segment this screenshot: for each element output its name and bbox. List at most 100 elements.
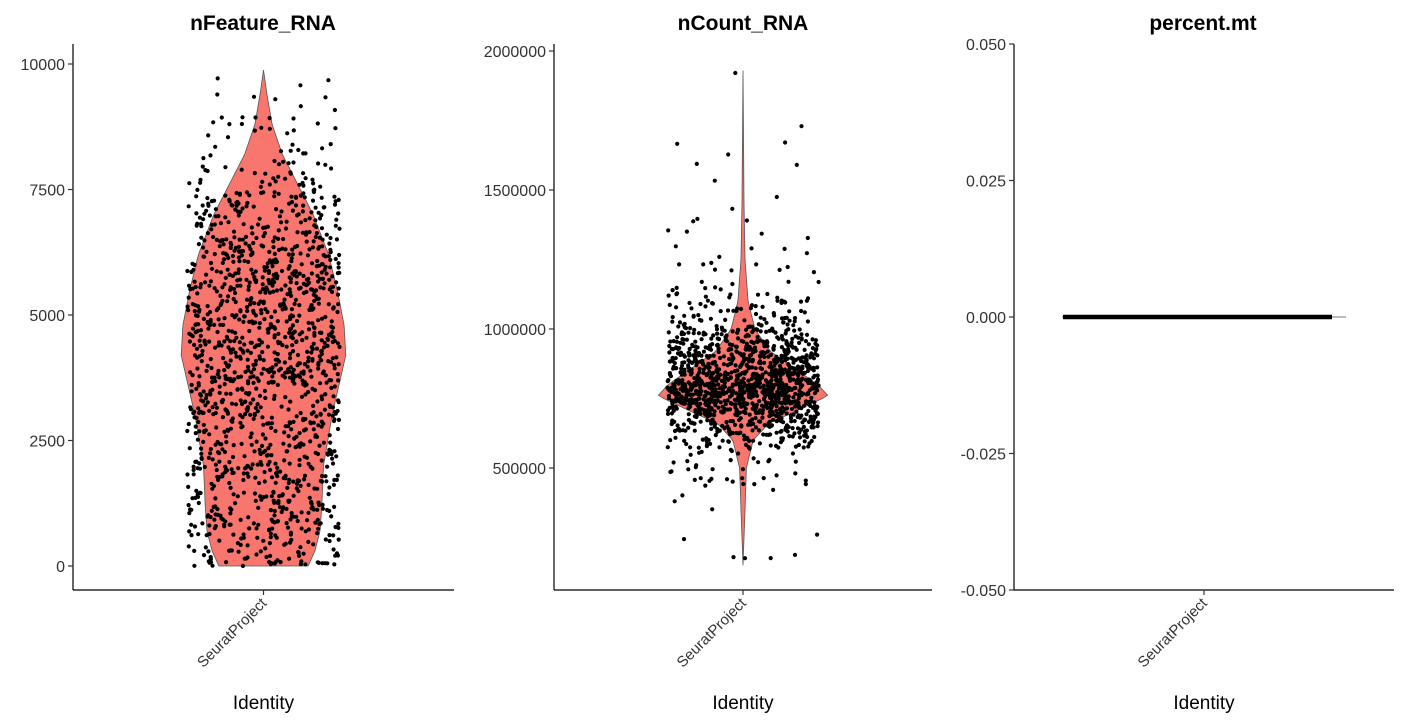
- data-point: [739, 352, 744, 357]
- data-point: [209, 222, 214, 227]
- data-point: [258, 494, 263, 499]
- data-point: [276, 368, 282, 373]
- data-point: [193, 330, 198, 335]
- data-point: [252, 275, 257, 280]
- data-point: [288, 290, 293, 295]
- data-point: [272, 251, 277, 256]
- data-point: [730, 358, 735, 363]
- data-point: [714, 378, 719, 383]
- data-point: [753, 425, 759, 430]
- data-point: [707, 365, 712, 370]
- data-point: [219, 399, 224, 404]
- data-point: [782, 299, 787, 304]
- data-point: [815, 424, 820, 429]
- data-point: [248, 298, 253, 304]
- data-point: [813, 341, 818, 346]
- data-point: [711, 333, 716, 338]
- data-point: [238, 542, 243, 548]
- data-point: [231, 492, 236, 497]
- data-point: [332, 384, 337, 389]
- data-point: [326, 412, 332, 417]
- data-point: [205, 514, 210, 519]
- data-point: [772, 343, 777, 349]
- data-point: [290, 142, 295, 147]
- data-point: [185, 304, 190, 309]
- data-point: [262, 231, 267, 236]
- data-point: [259, 443, 265, 448]
- data-point: [206, 549, 211, 554]
- data-point: [245, 348, 250, 353]
- data-point: [734, 430, 739, 436]
- data-point: [225, 299, 230, 304]
- data-point: [682, 387, 687, 392]
- data-point: [706, 391, 711, 396]
- data-point: [767, 424, 772, 429]
- data-point: [754, 262, 759, 267]
- data-point: [325, 464, 330, 469]
- data-point: [298, 562, 303, 567]
- data-point: [204, 368, 209, 373]
- data-point: [311, 239, 316, 244]
- data-point: [208, 317, 213, 323]
- data-point: [742, 437, 747, 442]
- data-point: [196, 304, 201, 309]
- data-point: [229, 401, 235, 406]
- data-point: [327, 533, 332, 538]
- data-point: [261, 301, 266, 306]
- data-point: [202, 338, 207, 343]
- data-point: [204, 208, 209, 213]
- data-point: [192, 524, 198, 529]
- data-point: [315, 273, 320, 278]
- data-point: [191, 467, 196, 473]
- data-point: [729, 268, 734, 273]
- data-point: [322, 407, 327, 412]
- data-point: [269, 475, 275, 480]
- data-point: [289, 256, 294, 261]
- data-point: [330, 456, 335, 461]
- data-point: [275, 465, 280, 470]
- data-point: [707, 369, 712, 374]
- data-point: [275, 382, 280, 387]
- data-point: [714, 363, 719, 368]
- data-point: [808, 414, 813, 419]
- data-point: [303, 218, 308, 223]
- data-point: [231, 470, 236, 475]
- data-point: [771, 328, 776, 334]
- data-point: [213, 144, 218, 149]
- data-point: [187, 181, 192, 186]
- data-point: [186, 484, 191, 489]
- y-tick-label: 1500000: [484, 183, 546, 200]
- data-point: [312, 330, 317, 335]
- data-point: [806, 408, 811, 414]
- data-point: [198, 333, 203, 338]
- data-point: [671, 408, 676, 413]
- data-point: [268, 531, 273, 536]
- data-point: [329, 319, 334, 324]
- data-point: [746, 378, 751, 383]
- data-point: [784, 411, 789, 416]
- data-point: [253, 475, 258, 480]
- data-point: [262, 317, 267, 322]
- data-point: [769, 368, 775, 373]
- data-point: [263, 436, 268, 441]
- data-point: [281, 303, 287, 308]
- data-point: [226, 220, 231, 225]
- data-point: [688, 452, 693, 457]
- data-point: [744, 341, 750, 346]
- data-point: [272, 513, 277, 518]
- data-point: [297, 374, 303, 379]
- data-point: [259, 340, 265, 345]
- data-point: [204, 249, 209, 254]
- data-point: [284, 506, 289, 511]
- data-point: [319, 348, 324, 353]
- data-point: [680, 337, 685, 342]
- data-point: [712, 267, 718, 272]
- data-point: [276, 339, 281, 344]
- data-point: [743, 327, 749, 332]
- data-point: [257, 321, 262, 326]
- data-point: [802, 433, 807, 438]
- data-point: [318, 276, 323, 281]
- data-point: [714, 374, 719, 380]
- data-point: [260, 415, 265, 420]
- data-point: [185, 472, 190, 477]
